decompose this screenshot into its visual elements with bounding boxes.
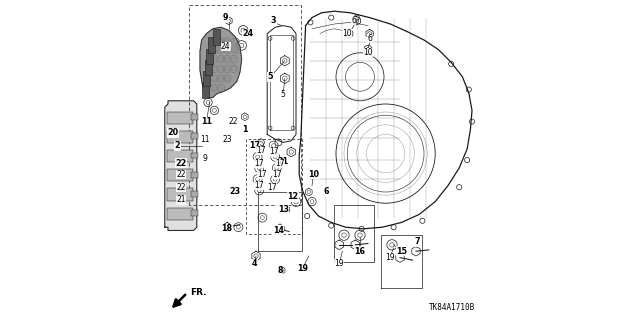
Bar	[167, 188, 193, 201]
Bar	[202, 82, 209, 98]
Text: 1: 1	[242, 125, 248, 134]
Text: 17: 17	[256, 146, 266, 155]
Text: 22: 22	[176, 183, 186, 192]
Bar	[191, 191, 198, 197]
Text: 19: 19	[385, 253, 396, 262]
Bar	[191, 114, 198, 120]
Text: 24: 24	[221, 42, 230, 51]
Text: 10: 10	[308, 170, 319, 179]
Text: 7: 7	[415, 237, 420, 246]
Text: 23: 23	[222, 135, 232, 144]
Text: 5: 5	[281, 90, 285, 99]
Text: 17: 17	[272, 170, 282, 179]
Text: 5: 5	[268, 72, 273, 81]
Text: 22: 22	[175, 159, 186, 168]
Text: 11: 11	[201, 117, 212, 126]
Bar	[205, 60, 212, 75]
Polygon shape	[200, 27, 242, 98]
Text: 8: 8	[277, 266, 283, 275]
Bar	[204, 71, 210, 86]
Bar	[167, 169, 193, 181]
Bar	[212, 29, 220, 45]
Text: 21: 21	[278, 157, 289, 166]
Text: 10: 10	[342, 29, 352, 38]
Bar	[208, 37, 215, 53]
Text: 17: 17	[254, 159, 264, 168]
Text: 17: 17	[269, 148, 278, 156]
Text: 4: 4	[252, 260, 257, 268]
Text: 17: 17	[257, 170, 268, 179]
Text: 17: 17	[249, 141, 260, 150]
Bar	[167, 131, 193, 143]
Text: 24: 24	[243, 29, 253, 38]
Text: 6: 6	[324, 188, 329, 196]
Text: 17: 17	[267, 183, 277, 192]
Text: 20: 20	[167, 128, 179, 137]
Text: 22: 22	[229, 117, 238, 126]
Text: 19: 19	[334, 260, 344, 268]
Text: 15: 15	[396, 247, 407, 256]
Text: 12: 12	[287, 192, 298, 201]
Text: 10: 10	[363, 48, 373, 57]
Bar	[191, 210, 198, 216]
Text: 17: 17	[254, 181, 264, 190]
Text: 11: 11	[200, 135, 209, 144]
Text: 18: 18	[221, 224, 233, 233]
Text: 22: 22	[176, 170, 186, 179]
Text: 13: 13	[278, 205, 289, 214]
Text: 21: 21	[176, 196, 186, 204]
Text: 9: 9	[223, 13, 228, 22]
Text: 6: 6	[351, 16, 356, 25]
Bar	[191, 133, 198, 139]
Bar	[167, 112, 193, 124]
Text: 6: 6	[367, 34, 372, 43]
Text: TK84A1710B: TK84A1710B	[429, 303, 475, 312]
Text: 16: 16	[355, 247, 365, 256]
Polygon shape	[165, 101, 197, 230]
Text: 19: 19	[297, 264, 308, 273]
Text: 3: 3	[271, 16, 276, 25]
Text: 23: 23	[230, 188, 241, 196]
Bar	[191, 153, 198, 158]
Bar	[191, 172, 198, 178]
Bar	[206, 49, 214, 64]
Bar	[167, 208, 193, 220]
Bar	[167, 150, 193, 162]
Text: 14: 14	[273, 226, 284, 235]
Text: FR.: FR.	[191, 288, 207, 297]
Text: 2: 2	[175, 141, 180, 150]
Text: 17: 17	[275, 159, 285, 168]
Text: 9: 9	[202, 154, 207, 163]
